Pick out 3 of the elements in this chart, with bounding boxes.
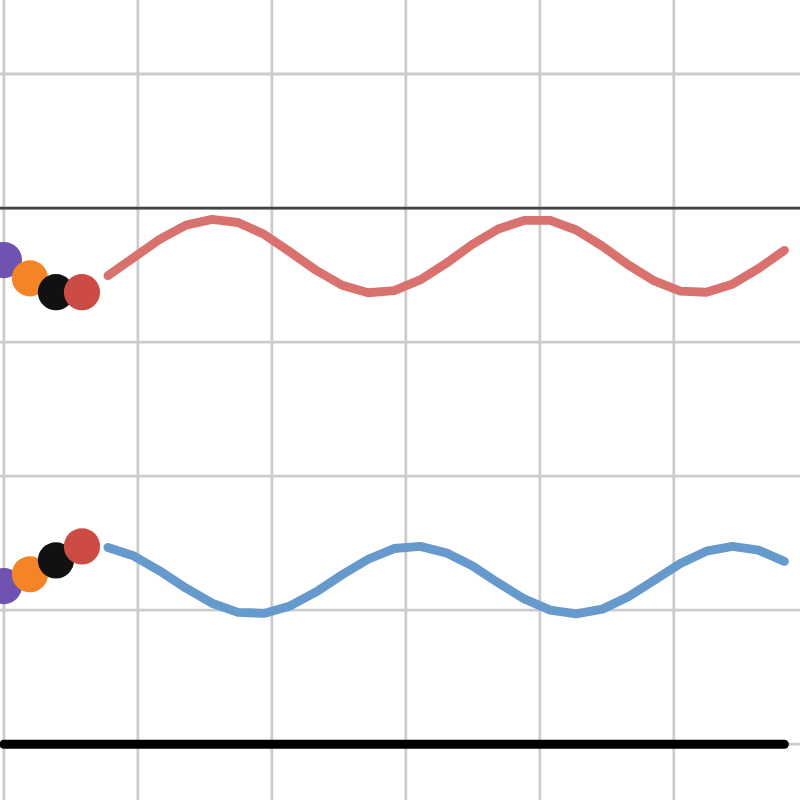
point <box>63 274 101 311</box>
point <box>63 528 101 565</box>
point <box>37 542 75 579</box>
